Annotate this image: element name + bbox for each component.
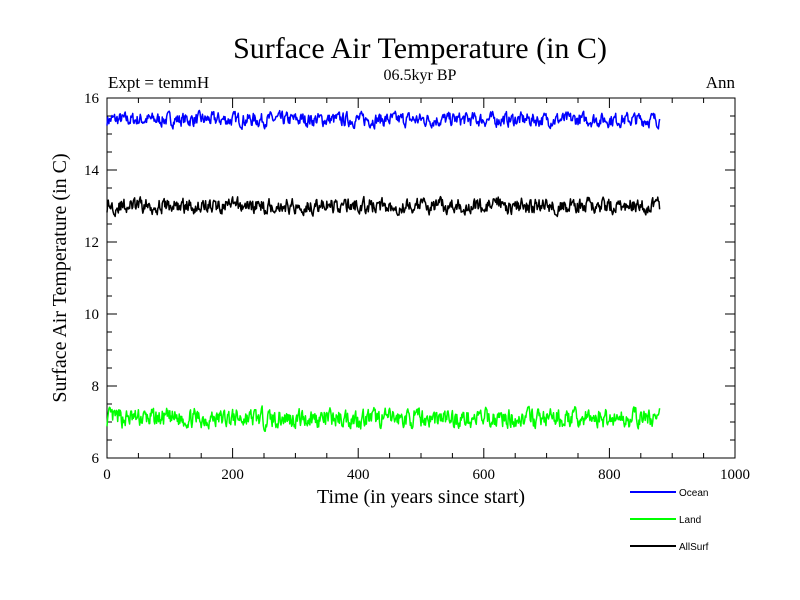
series-line-land (106, 405, 661, 432)
series-lines (106, 109, 661, 432)
season-label: Ann (706, 73, 736, 92)
y-tick-label: 12 (84, 235, 99, 251)
legend-label-land: Land (679, 515, 701, 526)
x-tick-label: 400 (347, 467, 370, 483)
chart-subtitle: 06.5kyr BP (384, 67, 457, 84)
legend-label-allsurf: AllSurf (679, 542, 709, 553)
x-axis-label: Time (in years since start) (317, 486, 525, 508)
chart-title: Surface Air Temperature (in C) (233, 32, 607, 65)
y-tick-label: 10 (84, 307, 99, 323)
legend: Ocean Land AllSurf (630, 488, 709, 553)
y-tick-label: 6 (92, 451, 100, 467)
plot-frame (106, 97, 736, 459)
x-tick-label: 800 (598, 467, 621, 483)
x-tick-label: 0 (103, 467, 111, 483)
x-tick-label: 1000 (720, 467, 750, 483)
series-line-ocean (106, 109, 661, 131)
y-axis-label: Surface Air Temperature (in C) (49, 153, 71, 402)
y-tick-label: 14 (84, 163, 100, 179)
legend-label-ocean: Ocean (679, 488, 708, 499)
y-tick-label: 8 (92, 379, 100, 395)
experiment-label: Expt = temmH (108, 73, 209, 92)
x-tick-label: 600 (473, 467, 496, 483)
series-line-allsurf (106, 195, 661, 218)
y-tick-label: 16 (84, 91, 100, 107)
axis-ticks: 0 200 400 600 800 1000 6 8 10 12 14 16 (84, 91, 750, 483)
x-tick-label: 200 (221, 467, 244, 483)
